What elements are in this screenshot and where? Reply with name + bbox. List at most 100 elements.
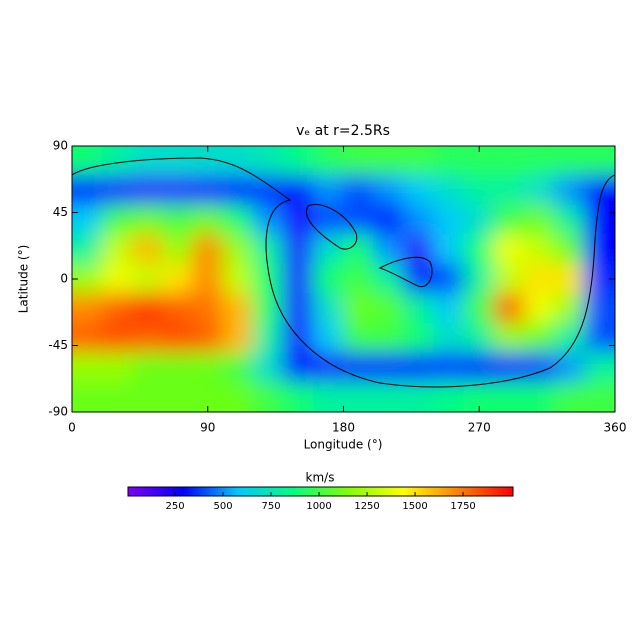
y-tick-label: 45: [53, 205, 68, 219]
heatmap-cell: [434, 323, 465, 354]
heatmap-cell: [403, 323, 434, 354]
heatmap-cell: [494, 175, 525, 206]
x-tick-label: 360: [604, 421, 627, 435]
heatmap-cell: [253, 352, 284, 383]
heatmap-cell: [524, 293, 555, 324]
heatmap-cell: [403, 205, 434, 236]
heatmap-cell: [192, 323, 223, 354]
colorbar-tick-label: 1750: [450, 501, 475, 512]
heatmap-cell: [192, 293, 223, 324]
colorbar-tick-label: 750: [262, 501, 281, 512]
heatmap-cell: [162, 175, 193, 206]
heatmap-cell: [524, 323, 555, 354]
y-tick-label: -90: [48, 405, 68, 419]
heatmap-cell: [464, 352, 495, 383]
heatmap-cell: [373, 175, 404, 206]
heatmap-cell: [313, 234, 344, 265]
heatmap-cell: [554, 293, 585, 324]
heatmap-cell: [102, 205, 133, 236]
heatmap-cell: [162, 352, 193, 383]
heatmap-cell: [132, 175, 163, 206]
heatmap-cell: [373, 264, 404, 295]
heatmap-cell: [222, 264, 253, 295]
heatmap-cell: [464, 264, 495, 295]
heatmap-cell: [373, 352, 404, 383]
heatmap-cell: [524, 264, 555, 295]
heatmap-cell: [494, 234, 525, 265]
heatmap-cell: [343, 205, 374, 236]
colorbar-tick-label: 1250: [354, 501, 379, 512]
heatmap-cell: [102, 234, 133, 265]
heatmap-cell: [464, 323, 495, 354]
heatmap-cell: [283, 293, 314, 324]
heatmap-cell: [313, 293, 344, 324]
heatmap-cell: [313, 352, 344, 383]
x-tick-label: 270: [468, 421, 491, 435]
heatmap-cell: [373, 293, 404, 324]
heatmap-cell: [102, 264, 133, 295]
heatmap-cell: [192, 234, 223, 265]
colorbar-tick-label: 250: [165, 501, 184, 512]
heatmap-cell: [313, 264, 344, 295]
chart-title: vₑ at r=2.5Rs: [296, 123, 390, 139]
heatmap-cell: [192, 352, 223, 383]
heatmap-cell: [403, 264, 434, 295]
heatmap-cell: [584, 323, 640, 354]
heatmap-cell: [554, 234, 585, 265]
heatmap-cell: [494, 352, 525, 383]
y-tick-label: -45: [48, 338, 68, 352]
heatmap-cell: [162, 264, 193, 295]
heatmap-cell: [313, 175, 344, 206]
y-axis-label: Latitude (°): [17, 245, 31, 314]
x-tick-label: 90: [200, 421, 215, 435]
heatmap-cell: [132, 293, 163, 324]
x-tick-label: 180: [332, 421, 355, 435]
heatmap-cell: [373, 205, 404, 236]
x-tick-label: 0: [68, 421, 76, 435]
heatmap-cell: [102, 175, 133, 206]
heatmap-cell: [434, 352, 465, 383]
heatmap-cell: [102, 323, 133, 354]
heatmap-cell: [373, 323, 404, 354]
y-tick-label: 90: [53, 139, 68, 153]
heatmap-cell: [343, 264, 374, 295]
heatmap-cell: [192, 205, 223, 236]
heatmap-cell: [524, 234, 555, 265]
heatmap-cell: [554, 352, 585, 383]
heatmap-cell: [403, 293, 434, 324]
heatmap-cell: [253, 323, 284, 354]
heatmap-cell: [434, 264, 465, 295]
heatmap-cell: [283, 234, 314, 265]
heatmap-cell: [494, 205, 525, 236]
heatmap-cell: [434, 205, 465, 236]
heatmap-cell: [584, 293, 640, 324]
heatmap: [42, 116, 640, 443]
heatmap-cell: [162, 234, 193, 265]
y-tick-label: 0: [60, 272, 68, 286]
heatmap-cell: [343, 323, 374, 354]
heatmap-cell: [102, 352, 133, 383]
heatmap-cell: [283, 264, 314, 295]
heatmap-cell: [132, 323, 163, 354]
heatmap-cell: [343, 293, 374, 324]
heatmap-cell: [132, 352, 163, 383]
x-axis-label: Longitude (°): [304, 438, 383, 452]
heatmap-cell: [524, 205, 555, 236]
heatmap-cell: [283, 352, 314, 383]
heatmap-cell: [222, 234, 253, 265]
heatmap-cell: [464, 234, 495, 265]
heatmap-cell: [403, 175, 434, 206]
colorbar-tick-label: 500: [214, 501, 233, 512]
heatmap-cell: [554, 264, 585, 295]
heatmap-cell: [464, 205, 495, 236]
colorbar-label: km/s: [306, 471, 335, 485]
heatmap-cell: [584, 205, 640, 236]
heatmap-cell: [102, 293, 133, 324]
heatmap-cell: [162, 205, 193, 236]
heatmap-cell: [132, 205, 163, 236]
heatmap-cell: [222, 293, 253, 324]
heatmap-cell: [222, 205, 253, 236]
heatmap-cell: [253, 205, 284, 236]
heatmap-cell: [313, 323, 344, 354]
heatmap-cell: [584, 175, 640, 206]
